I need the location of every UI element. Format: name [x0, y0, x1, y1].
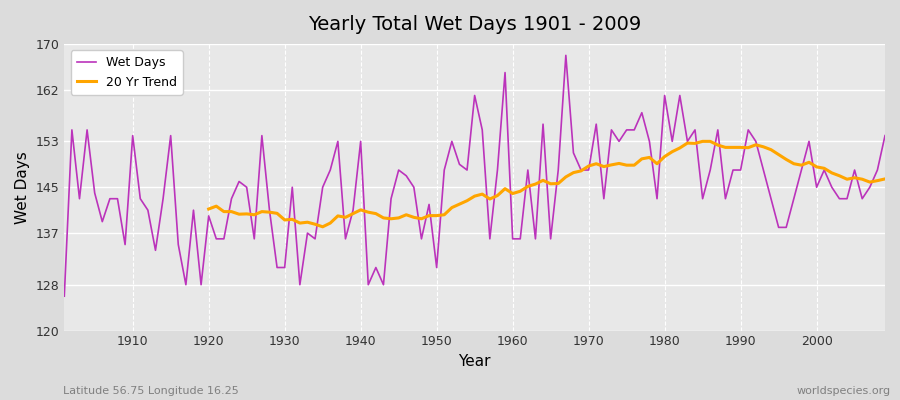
Wet Days	[58, 294, 69, 298]
Wet Days	[606, 128, 616, 132]
Text: Latitude 56.75 Longitude 16.25: Latitude 56.75 Longitude 16.25	[63, 386, 238, 396]
Line: Wet Days: Wet Days	[64, 55, 885, 296]
20 Yr Trend	[705, 139, 716, 144]
20 Yr Trend	[416, 216, 427, 221]
Line: 20 Yr Trend: 20 Yr Trend	[209, 141, 885, 227]
X-axis label: Year: Year	[458, 354, 491, 369]
Title: Yearly Total Wet Days 1901 - 2009: Yearly Total Wet Days 1901 - 2009	[308, 15, 642, 34]
Legend: Wet Days, 20 Yr Trend: Wet Days, 20 Yr Trend	[70, 50, 183, 95]
Wet Days	[332, 139, 343, 144]
Wet Days	[500, 70, 510, 75]
20 Yr Trend	[781, 157, 792, 162]
20 Yr Trend	[796, 163, 806, 168]
Wet Days	[508, 236, 518, 241]
20 Yr Trend	[682, 141, 693, 146]
Text: worldspecies.org: worldspecies.org	[796, 386, 891, 396]
20 Yr Trend	[318, 224, 328, 229]
Wet Days	[287, 185, 298, 190]
Wet Days	[879, 133, 890, 138]
20 Yr Trend	[294, 221, 305, 226]
20 Yr Trend	[879, 176, 890, 181]
20 Yr Trend	[203, 207, 214, 212]
Wet Days	[120, 242, 130, 247]
20 Yr Trend	[864, 180, 875, 184]
Wet Days	[561, 53, 572, 58]
Y-axis label: Wet Days: Wet Days	[15, 151, 30, 224]
